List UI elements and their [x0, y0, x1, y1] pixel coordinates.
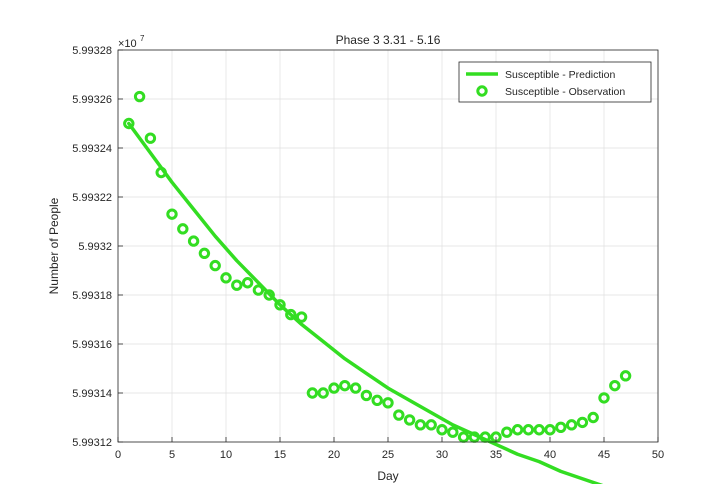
observation-point — [328, 382, 340, 394]
observation-point — [555, 421, 567, 433]
observation-point — [544, 424, 556, 436]
y-tick-label: 5.9932 — [78, 241, 112, 253]
legend-box — [458, 61, 652, 103]
x-tick-label: 10 — [220, 449, 232, 461]
observation-point — [457, 431, 470, 443]
observation-point — [360, 389, 373, 402]
observation-point — [619, 370, 632, 382]
x-tick-label: 30 — [436, 449, 448, 461]
observation-point — [382, 397, 394, 409]
y-tick-label: 5.99326 — [72, 94, 112, 106]
observation-point — [436, 424, 448, 436]
x-tick-label: 0 — [115, 449, 121, 461]
observation-point — [295, 311, 308, 323]
observation-point — [285, 308, 297, 321]
x-tick-label: 35 — [490, 449, 502, 461]
observation-point — [587, 411, 599, 424]
observation-point — [209, 259, 221, 272]
prediction-line — [127, 121, 604, 484]
prediction-layer — [127, 121, 604, 484]
observation-point — [187, 235, 200, 247]
observation-point — [306, 387, 319, 399]
observation-point — [166, 208, 178, 220]
observation-point — [155, 166, 167, 179]
observation-point — [274, 299, 286, 311]
observation-point — [144, 132, 157, 144]
y-axis-label: Number of People — [47, 197, 61, 294]
observation-point — [393, 409, 405, 421]
observation-point — [263, 289, 275, 301]
y-tick-label: 5.99312 — [72, 437, 112, 449]
observation-point — [479, 431, 491, 443]
observation-point — [609, 379, 621, 392]
x-tick-label: 5 — [169, 449, 175, 461]
observation-point — [349, 382, 362, 394]
observation-point — [565, 419, 578, 431]
y-tick-label: 5.99314 — [72, 388, 112, 400]
observation-point — [414, 419, 427, 431]
observation-point — [447, 426, 459, 438]
y-axis-ticks: 5.99312 5.99314 5.99316 5.99318 5.9932 5.9932… — [72, 45, 123, 449]
observation-point — [501, 426, 513, 438]
observation-point — [231, 279, 243, 291]
chart-title: Phase 3 3.31 - 5.16 — [336, 33, 441, 47]
y-tick-label: 5.99328 — [72, 45, 112, 57]
observation-point — [403, 414, 416, 426]
y-axis-multiplier-base: ×10 — [118, 38, 137, 50]
observation-point — [598, 392, 610, 404]
observation-point — [252, 284, 265, 296]
observation-point — [241, 277, 254, 289]
x-axis-label: Day — [377, 469, 398, 483]
legend-observation-label: Susceptible - Observation — [505, 86, 625, 98]
y-tick-label: 5.99316 — [72, 339, 112, 351]
y-tick-label: 5.99322 — [72, 192, 112, 204]
x-tick-label: 45 — [598, 449, 610, 461]
observation-point — [533, 424, 545, 436]
observation-layer — [123, 90, 632, 443]
observation-point — [220, 272, 232, 284]
observation-point — [511, 424, 524, 436]
x-axis-ticks: 0 5 10 15 20 25 30 35 40 45 50 — [115, 437, 664, 461]
x-tick-label: 40 — [544, 449, 556, 461]
observation-point — [339, 379, 351, 392]
legend-prediction-label: Susceptible - Prediction — [505, 69, 615, 81]
observation-point — [468, 431, 481, 443]
x-tick-label: 20 — [328, 449, 340, 461]
observation-point — [123, 117, 135, 130]
observation-point — [133, 90, 146, 103]
y-tick-label: 5.99324 — [72, 143, 112, 155]
y-tick-label: 5.99318 — [72, 290, 112, 302]
legend: Susceptible - Prediction Susceptible - O… — [458, 61, 652, 103]
y-axis-multiplier-exponent: 7 — [140, 34, 145, 43]
observation-point — [522, 424, 535, 436]
observation-point — [576, 416, 589, 429]
x-tick-label: 15 — [274, 449, 286, 461]
observation-point — [371, 394, 383, 407]
observation-point — [317, 387, 329, 399]
observation-point — [425, 419, 437, 431]
x-tick-label: 50 — [652, 449, 664, 461]
x-tick-label: 25 — [382, 449, 394, 461]
y-axis-multiplier: ×10 7 — [118, 34, 145, 50]
observation-point — [177, 223, 189, 235]
legend-observation-swatch — [476, 85, 488, 97]
observation-point — [198, 247, 211, 260]
